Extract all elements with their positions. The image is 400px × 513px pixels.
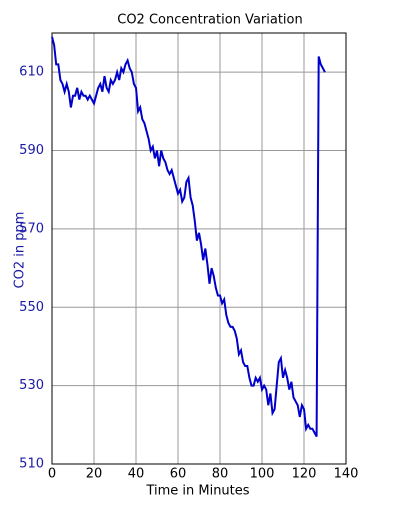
y-tick-label: 530	[19, 378, 44, 393]
y-tick-label: 590	[19, 143, 44, 158]
x-tick-label: 120	[292, 467, 317, 482]
x-tick-label: 140	[334, 467, 359, 482]
x-tick-label: 40	[128, 467, 145, 482]
x-tick-label: 80	[212, 467, 229, 482]
plot-frame	[51, 32, 347, 465]
x-tick-label: 0	[48, 467, 56, 482]
x-tick-label: 20	[86, 467, 103, 482]
x-tick-label: 60	[170, 467, 187, 482]
y-tick-label: 610	[19, 65, 44, 80]
y-tick-label: 510	[19, 457, 44, 472]
y-axis-label: CO2 in ppm	[13, 212, 28, 289]
y-tick-label: 570	[19, 221, 44, 236]
data-line	[51, 36, 326, 438]
chart-title: CO2 Concentration Variation	[117, 13, 303, 28]
x-tick-label: 100	[250, 467, 275, 482]
y-tick-label: 550	[19, 300, 44, 315]
x-axis-label: Time in Minutes	[145, 484, 249, 499]
